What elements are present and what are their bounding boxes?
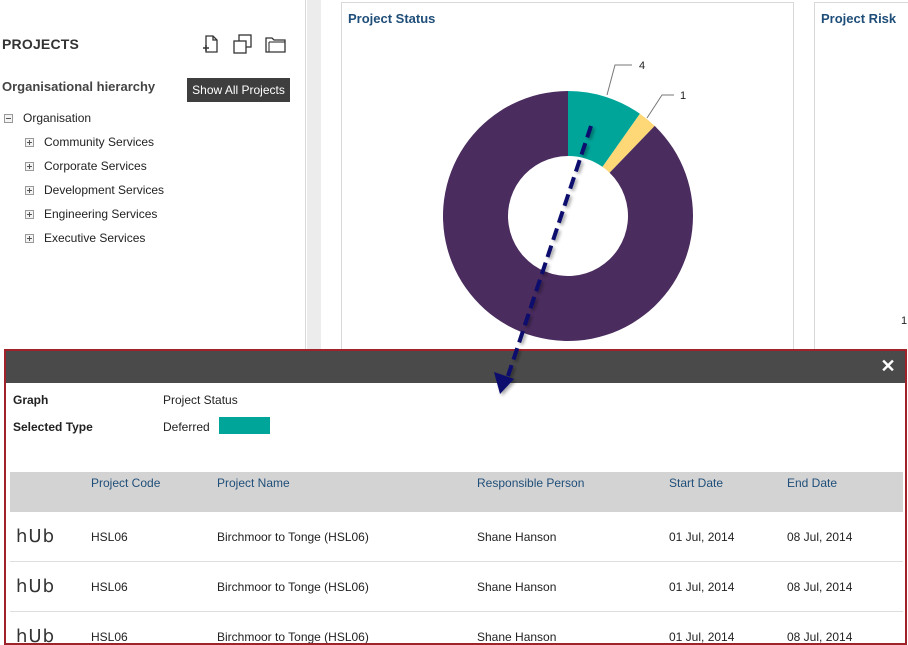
cell-project-code: HSL06 <box>91 530 128 544</box>
graph-label: Graph <box>13 393 49 407</box>
table-row[interactable]: hUb HSL06 Birchmoor to Tonge (HSL06) Sha… <box>10 612 903 645</box>
cell-responsible-person: Shane Hanson <box>477 580 557 594</box>
panel-gutter <box>307 0 321 350</box>
expand-icon[interactable] <box>25 209 34 219</box>
expand-icon[interactable] <box>25 233 34 243</box>
tree-item-label: Executive Services <box>44 231 146 245</box>
cell-responsible-person: Shane Hanson <box>477 630 557 644</box>
popup-header: ✕ <box>6 351 905 383</box>
project-risk-title: Project Risk <box>821 11 897 26</box>
tree-item-label: Development Services <box>44 183 165 197</box>
projects-title: PROJECTS <box>2 36 80 52</box>
project-status-donut[interactable]: 4 1 <box>342 3 795 349</box>
tree-item-engineering[interactable]: Engineering Services <box>25 207 157 221</box>
tree-item-community[interactable]: Community Services <box>25 135 154 149</box>
hub-logo: hUb <box>16 576 56 597</box>
new-file-icon[interactable] <box>200 33 222 55</box>
cell-project-code: HSL06 <box>91 630 128 644</box>
label-line-1 <box>646 94 674 119</box>
cell-start-date: 01 Jul, 2014 <box>669 580 735 594</box>
cell-project-name: Birchmoor to Tonge (HSL06) <box>217 580 369 594</box>
expand-icon[interactable] <box>25 161 34 171</box>
graph-value: Project Status <box>163 393 238 407</box>
column-project-code[interactable]: Project Code <box>91 476 161 490</box>
label-line-4 <box>606 64 632 96</box>
cell-project-code: HSL06 <box>91 580 128 594</box>
project-risk-card: Project Risk 1 <box>814 2 908 350</box>
column-end-date[interactable]: End Date <box>787 476 838 490</box>
drilldown-popup: ✕ Graph Project Status Selected Type Def… <box>4 349 907 645</box>
table-row[interactable]: hUb HSL06 Birchmoor to Tonge (HSL06) Sha… <box>10 562 903 612</box>
slice-main[interactable] <box>443 91 694 341</box>
copy-icon[interactable] <box>232 33 254 55</box>
tree-item-label: Engineering Services <box>44 207 158 221</box>
table-row[interactable]: hUb HSL06 Birchmoor to Tonge (HSL06) Sha… <box>10 512 903 562</box>
tree-item-development[interactable]: Development Services <box>25 183 164 197</box>
expand-icon[interactable] <box>25 137 34 147</box>
cell-project-name: Birchmoor to Tonge (HSL06) <box>217 630 369 644</box>
cell-project-name: Birchmoor to Tonge (HSL06) <box>217 530 369 544</box>
hierarchy-label: Organisational hierarchy <box>2 79 156 94</box>
hub-logo: hUb <box>16 526 56 547</box>
projects-panel: PROJECTS Organisational hierarchy Show A… <box>0 0 306 350</box>
slice-other[interactable] <box>602 113 655 173</box>
project-status-title: Project Status <box>348 11 436 26</box>
cell-end-date: 08 Jul, 2014 <box>787 630 853 644</box>
show-all-projects-button[interactable]: Show All Projects <box>187 78 290 102</box>
cell-end-date: 08 Jul, 2014 <box>787 580 853 594</box>
column-responsible-person[interactable]: Responsible Person <box>477 476 585 490</box>
tree-item-label: Community Services <box>44 135 155 149</box>
risk-slice-label: 1 <box>901 315 908 327</box>
cell-start-date: 01 Jul, 2014 <box>669 530 735 544</box>
close-icon[interactable]: ✕ <box>880 356 896 376</box>
selected-type-value: Deferred <box>163 420 210 434</box>
table-header: Project Code Project Name Responsible Pe… <box>10 472 903 512</box>
slice-label-4: 4 <box>639 60 645 72</box>
projects-table: Project Code Project Name Responsible Pe… <box>10 472 903 645</box>
cell-start-date: 01 Jul, 2014 <box>669 630 735 644</box>
hub-logo: hUb <box>16 626 56 645</box>
cell-responsible-person: Shane Hanson <box>477 530 557 544</box>
folder-icon[interactable] <box>264 33 286 55</box>
project-status-card: Project Status 4 1 <box>341 2 794 350</box>
tree-item-executive[interactable]: Executive Services <box>25 231 145 245</box>
cell-end-date: 08 Jul, 2014 <box>787 530 853 544</box>
column-project-name[interactable]: Project Name <box>217 476 290 490</box>
selected-type-label: Selected Type <box>13 420 93 434</box>
tree-item-label: Corporate Services <box>44 159 147 173</box>
tree-root-label: Organisation <box>23 111 92 125</box>
column-start-date[interactable]: Start Date <box>669 476 724 490</box>
tree-item-corporate[interactable]: Corporate Services <box>25 159 147 173</box>
tree-root[interactable]: Organisation <box>4 111 91 125</box>
selected-type-swatch <box>219 417 270 434</box>
expand-icon[interactable] <box>25 185 34 195</box>
collapse-icon[interactable] <box>4 113 13 123</box>
slice-label-1: 1 <box>680 90 686 102</box>
